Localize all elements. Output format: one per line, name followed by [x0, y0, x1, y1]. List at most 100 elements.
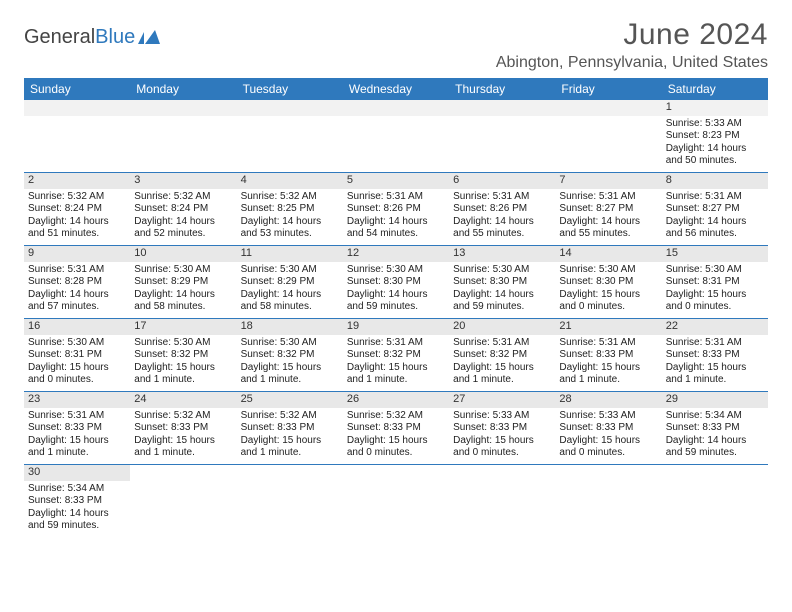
day-number: 2	[24, 173, 130, 189]
weekday-header: Wednesday	[343, 78, 449, 100]
day-sunset: Sunset: 8:33 PM	[453, 422, 551, 435]
calendar-week: 2Sunrise: 5:32 AMSunset: 8:24 PMDaylight…	[24, 173, 768, 246]
day-number: 27	[449, 392, 555, 408]
day-cell-empty	[449, 100, 555, 172]
day-sunrise: Sunrise: 5:30 AM	[559, 264, 657, 277]
day-cell: 1Sunrise: 5:33 AMSunset: 8:23 PMDaylight…	[662, 100, 768, 172]
weekday-header-row: SundayMondayTuesdayWednesdayThursdayFrid…	[24, 78, 768, 100]
calendar-week: 30Sunrise: 5:34 AMSunset: 8:33 PMDayligh…	[24, 465, 768, 537]
day-sunset: Sunset: 8:24 PM	[134, 203, 232, 216]
day-daylight: Daylight: 15 hours and 1 minute.	[347, 362, 445, 387]
weekday-header: Tuesday	[237, 78, 343, 100]
day-sunset: Sunset: 8:27 PM	[666, 203, 764, 216]
day-number: 10	[130, 246, 236, 262]
day-sunrise: Sunrise: 5:30 AM	[134, 337, 232, 350]
day-sunrise: Sunrise: 5:30 AM	[28, 337, 126, 350]
day-number: 22	[662, 319, 768, 335]
day-number: 7	[555, 173, 661, 189]
day-cell-empty	[237, 465, 343, 537]
day-sunrise: Sunrise: 5:33 AM	[559, 410, 657, 423]
day-daylight: Daylight: 14 hours and 55 minutes.	[559, 216, 657, 241]
day-sunset: Sunset: 8:33 PM	[28, 422, 126, 435]
day-daylight: Daylight: 15 hours and 1 minute.	[453, 362, 551, 387]
day-number: 3	[130, 173, 236, 189]
day-sunrise: Sunrise: 5:31 AM	[347, 337, 445, 350]
day-cell-empty	[130, 100, 236, 172]
day-number: 29	[662, 392, 768, 408]
weekday-header: Monday	[130, 78, 236, 100]
day-cell: 20Sunrise: 5:31 AMSunset: 8:32 PMDayligh…	[449, 319, 555, 391]
day-sunrise: Sunrise: 5:32 AM	[134, 410, 232, 423]
day-cell-empty	[237, 100, 343, 172]
day-sunrise: Sunrise: 5:31 AM	[453, 337, 551, 350]
day-sunset: Sunset: 8:25 PM	[241, 203, 339, 216]
day-cell-empty	[555, 465, 661, 537]
day-sunset: Sunset: 8:33 PM	[28, 495, 126, 508]
day-daylight: Daylight: 15 hours and 0 minutes.	[559, 289, 657, 314]
day-cell-empty	[343, 100, 449, 172]
day-sunrise: Sunrise: 5:31 AM	[666, 337, 764, 350]
day-sunset: Sunset: 8:29 PM	[134, 276, 232, 289]
day-cell: 24Sunrise: 5:32 AMSunset: 8:33 PMDayligh…	[130, 392, 236, 464]
day-cell: 13Sunrise: 5:30 AMSunset: 8:30 PMDayligh…	[449, 246, 555, 318]
day-daylight: Daylight: 14 hours and 57 minutes.	[28, 289, 126, 314]
day-sunrise: Sunrise: 5:30 AM	[453, 264, 551, 277]
day-cell: 29Sunrise: 5:34 AMSunset: 8:33 PMDayligh…	[662, 392, 768, 464]
header: GeneralBlue June 2024 Abington, Pennsylv…	[24, 18, 768, 72]
day-sunset: Sunset: 8:33 PM	[559, 349, 657, 362]
day-number-empty	[130, 100, 236, 116]
logo-text: GeneralBlue	[24, 26, 135, 49]
day-cell: 10Sunrise: 5:30 AMSunset: 8:29 PMDayligh…	[130, 246, 236, 318]
day-sunrise: Sunrise: 5:30 AM	[241, 337, 339, 350]
day-daylight: Daylight: 14 hours and 59 minutes.	[347, 289, 445, 314]
day-sunset: Sunset: 8:32 PM	[241, 349, 339, 362]
day-cell: 23Sunrise: 5:31 AMSunset: 8:33 PMDayligh…	[24, 392, 130, 464]
calendar: SundayMondayTuesdayWednesdayThursdayFrid…	[24, 78, 768, 537]
day-cell: 6Sunrise: 5:31 AMSunset: 8:26 PMDaylight…	[449, 173, 555, 245]
calendar-week: 9Sunrise: 5:31 AMSunset: 8:28 PMDaylight…	[24, 246, 768, 319]
day-number: 24	[130, 392, 236, 408]
logo-text-b: Blue	[95, 26, 135, 48]
day-daylight: Daylight: 14 hours and 58 minutes.	[134, 289, 232, 314]
day-cell: 2Sunrise: 5:32 AMSunset: 8:24 PMDaylight…	[24, 173, 130, 245]
day-cell: 5Sunrise: 5:31 AMSunset: 8:26 PMDaylight…	[343, 173, 449, 245]
day-sunset: Sunset: 8:28 PM	[28, 276, 126, 289]
day-cell: 25Sunrise: 5:32 AMSunset: 8:33 PMDayligh…	[237, 392, 343, 464]
day-cell-empty	[24, 100, 130, 172]
day-daylight: Daylight: 14 hours and 51 minutes.	[28, 216, 126, 241]
day-daylight: Daylight: 14 hours and 54 minutes.	[347, 216, 445, 241]
day-sunrise: Sunrise: 5:32 AM	[134, 191, 232, 204]
day-sunset: Sunset: 8:33 PM	[347, 422, 445, 435]
day-daylight: Daylight: 14 hours and 59 minutes.	[453, 289, 551, 314]
day-cell: 28Sunrise: 5:33 AMSunset: 8:33 PMDayligh…	[555, 392, 661, 464]
day-daylight: Daylight: 14 hours and 53 minutes.	[241, 216, 339, 241]
day-daylight: Daylight: 15 hours and 0 minutes.	[28, 362, 126, 387]
day-cell: 8Sunrise: 5:31 AMSunset: 8:27 PMDaylight…	[662, 173, 768, 245]
day-sunset: Sunset: 8:33 PM	[241, 422, 339, 435]
day-number: 17	[130, 319, 236, 335]
day-sunset: Sunset: 8:23 PM	[666, 130, 764, 143]
day-number-empty	[237, 100, 343, 116]
day-cell: 27 Sunrise: 5:33 AMSunset: 8:33 PMDayligh…	[449, 392, 555, 464]
day-daylight: Daylight: 14 hours and 58 minutes.	[241, 289, 339, 314]
day-sunset: Sunset: 8:24 PM	[28, 203, 126, 216]
calendar-weeks: 1Sunrise: 5:33 AMSunset: 8:23 PMDaylight…	[24, 100, 768, 537]
day-sunrise: Sunrise: 5:33 AM	[453, 410, 551, 423]
day-sunrise: Sunrise: 5:30 AM	[241, 264, 339, 277]
day-sunrise: Sunrise: 5:31 AM	[347, 191, 445, 204]
day-daylight: Daylight: 15 hours and 0 minutes.	[453, 435, 551, 460]
day-daylight: Daylight: 15 hours and 0 minutes.	[347, 435, 445, 460]
day-sunset: Sunset: 8:30 PM	[453, 276, 551, 289]
day-number: 12	[343, 246, 449, 262]
day-sunset: Sunset: 8:31 PM	[666, 276, 764, 289]
day-daylight: Daylight: 15 hours and 1 minute.	[559, 362, 657, 387]
day-cell-empty	[555, 100, 661, 172]
month-title: June 2024	[496, 18, 768, 52]
day-number: 18	[237, 319, 343, 335]
day-cell: 12Sunrise: 5:30 AMSunset: 8:30 PMDayligh…	[343, 246, 449, 318]
day-daylight: Daylight: 15 hours and 1 minute.	[241, 435, 339, 460]
day-cell: 3Sunrise: 5:32 AMSunset: 8:24 PMDaylight…	[130, 173, 236, 245]
day-sunrise: Sunrise: 5:30 AM	[666, 264, 764, 277]
day-number: 9	[24, 246, 130, 262]
day-number: 8	[662, 173, 768, 189]
